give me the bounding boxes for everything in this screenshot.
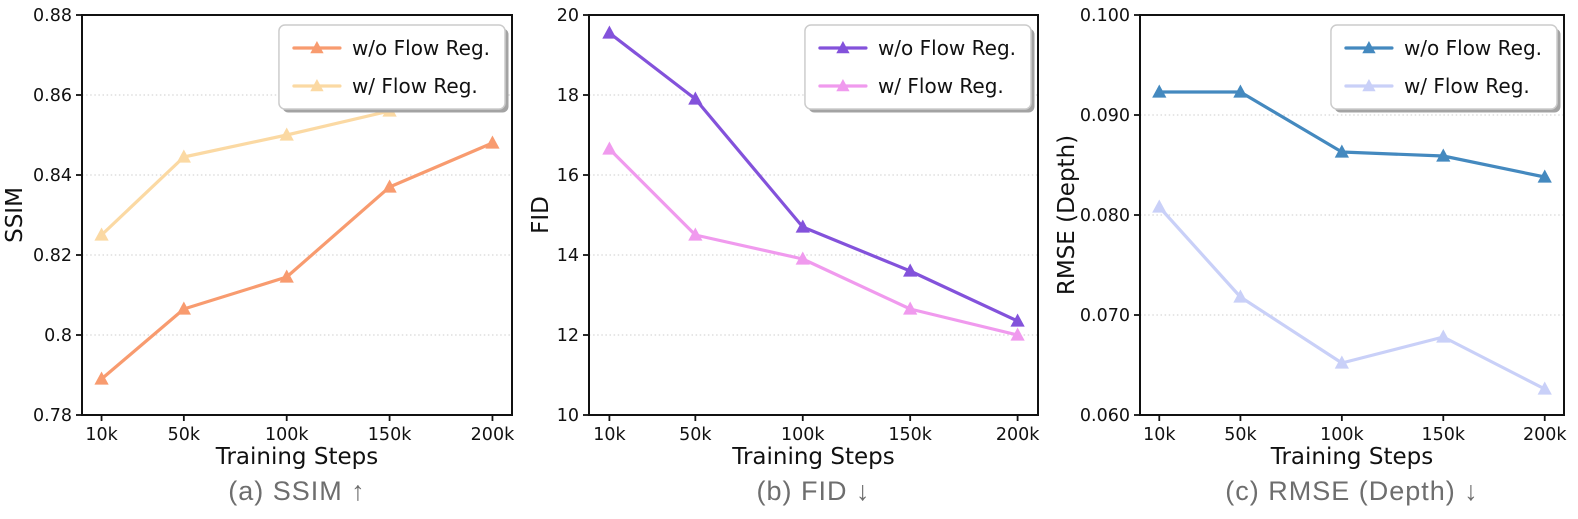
x-tick-label: 100k [781,425,825,445]
data-point-marker [602,25,617,39]
x-tick-label: 50k [679,425,712,445]
data-point-marker [1436,329,1451,343]
data-point-marker [1152,199,1167,213]
legend-box [804,24,1032,110]
y-tick-label: 18 [557,86,579,106]
legend-marker [310,41,324,54]
series-line-w-flow-reg [607,147,1020,337]
caption-rmse-depth: (c) RMSE (Depth) ↓ [1225,476,1479,506]
y-tick-label: 0.070 [1080,306,1130,326]
data-point-marker [795,251,810,265]
legend-label: w/ Flow Reg. [352,74,478,98]
fid-chart: 10 12 14 16 18 20 10k 50k 100k 150k 200k Training S… [528,6,1040,470]
caption-ssim: (a) SSIM ↑ [228,476,366,506]
y-tick-label: 0.060 [1080,406,1130,426]
x-tick-label: 200k [471,425,515,445]
y-tick-label: 0.100 [1080,6,1130,26]
y-tick-label: 12 [557,326,579,346]
panel-ssim: 0.78 0.8 0.82 0.84 0.86 0.88 10k 50k 100k 150k 200… [0,0,526,519]
legend: w/o Flow Reg. w/ Flow Reg. [1330,24,1561,113]
legend-box [278,24,506,110]
data-point-marker [176,149,191,163]
data-point-marker [1233,289,1248,303]
panel-rmse-depth: 0.060 0.070 0.080 0.090 0.100 10k 50k 100k 150k 2… [1052,0,1578,519]
y-axis-label: FID [528,196,554,234]
x-tick-label: 10k [593,425,626,445]
x-tick-label: 100k [265,425,309,445]
legend-label: w/o Flow Reg. [1404,36,1542,60]
x-tick-label: 50k [168,425,201,445]
data-point-marker [1233,84,1248,98]
data-point-marker [903,301,918,315]
y-tick-label: 0.88 [33,6,72,26]
x-tick-label: 150k [888,425,932,445]
x-tick-label: 200k [1523,425,1567,445]
legend-marker [1362,41,1376,54]
y-tick-label: 0.84 [33,166,72,186]
y-tick-label: 0.080 [1080,206,1130,226]
x-tick-label: 10k [85,425,118,445]
legend-label: w/o Flow Reg. [352,36,490,60]
x-tick-label: 200k [996,425,1040,445]
data-point-marker [94,227,109,241]
x-axis-label: Training Steps [1270,444,1433,470]
data-point-marker [795,219,810,233]
data-point-marker [485,135,500,149]
y-tick-label: 0.090 [1080,106,1130,126]
y-tick-label: 0.8 [44,326,72,346]
x-tick-label: 10k [1143,425,1176,445]
data-point-marker [279,269,294,283]
x-tick-label: 150k [368,425,412,445]
legend-marker [310,79,324,92]
legend-marker [836,79,850,92]
legend-label: w/o Flow Reg. [878,36,1016,60]
data-point-marker [903,263,918,277]
legend: w/o Flow Reg. w/ Flow Reg. [278,24,509,113]
legend-marker [1362,79,1376,92]
data-point-marker [1334,144,1349,158]
data-point-marker [279,127,294,141]
data-point-marker [1010,313,1025,327]
data-point-marker [688,227,703,241]
data-point-marker [1436,148,1451,162]
series-line-w-flow-reg [1157,205,1547,391]
rmse-depth-chart: 0.060 0.070 0.080 0.090 0.100 10k 50k 100k 150k 2… [1054,6,1567,470]
y-tick-label: 16 [557,166,579,186]
y-tick-label: 0.86 [33,86,72,106]
legend: w/o Flow Reg. w/ Flow Reg. [804,24,1035,113]
data-point-marker [1537,169,1552,183]
plot-frame [1139,14,1565,416]
y-tick-label: 0.78 [33,406,72,426]
x-axis-label: Training Steps [215,444,378,470]
plot-frame [588,14,1039,416]
x-tick-label: 100k [1320,425,1364,445]
y-tick-label: 14 [557,246,579,266]
caption-fid: (b) FID ↓ [756,476,871,506]
legend-label: w/ Flow Reg. [878,74,1004,98]
legend-marker [836,41,850,54]
data-point-marker [382,179,397,193]
y-tick-label: 0.82 [33,246,72,266]
y-axis-label: SSIM [2,187,28,243]
panel-fid: 10 12 14 16 18 20 10k 50k 100k 150k 200k Training S… [526,0,1052,519]
y-tick-label: 20 [557,6,579,26]
y-tick-label: 10 [557,406,579,426]
data-point-marker [94,371,109,385]
data-point-marker [1537,381,1552,395]
data-point-marker [1152,84,1167,98]
data-point-marker [602,141,617,155]
y-axis-label: RMSE (Depth) [1054,135,1080,295]
data-point-marker [1334,355,1349,369]
x-tick-label: 50k [1224,425,1257,445]
plot-frame [81,14,513,416]
legend-label: w/ Flow Reg. [1404,74,1530,98]
x-tick-label: 150k [1422,425,1466,445]
legend-box [1330,24,1558,110]
ssim-chart: 0.78 0.8 0.82 0.84 0.86 0.88 10k 50k 100k 150k 200… [2,6,515,470]
data-point-marker [176,301,191,315]
data-point-marker [1010,327,1025,341]
x-axis-label: Training Steps [731,444,894,470]
data-point-marker [688,91,703,105]
